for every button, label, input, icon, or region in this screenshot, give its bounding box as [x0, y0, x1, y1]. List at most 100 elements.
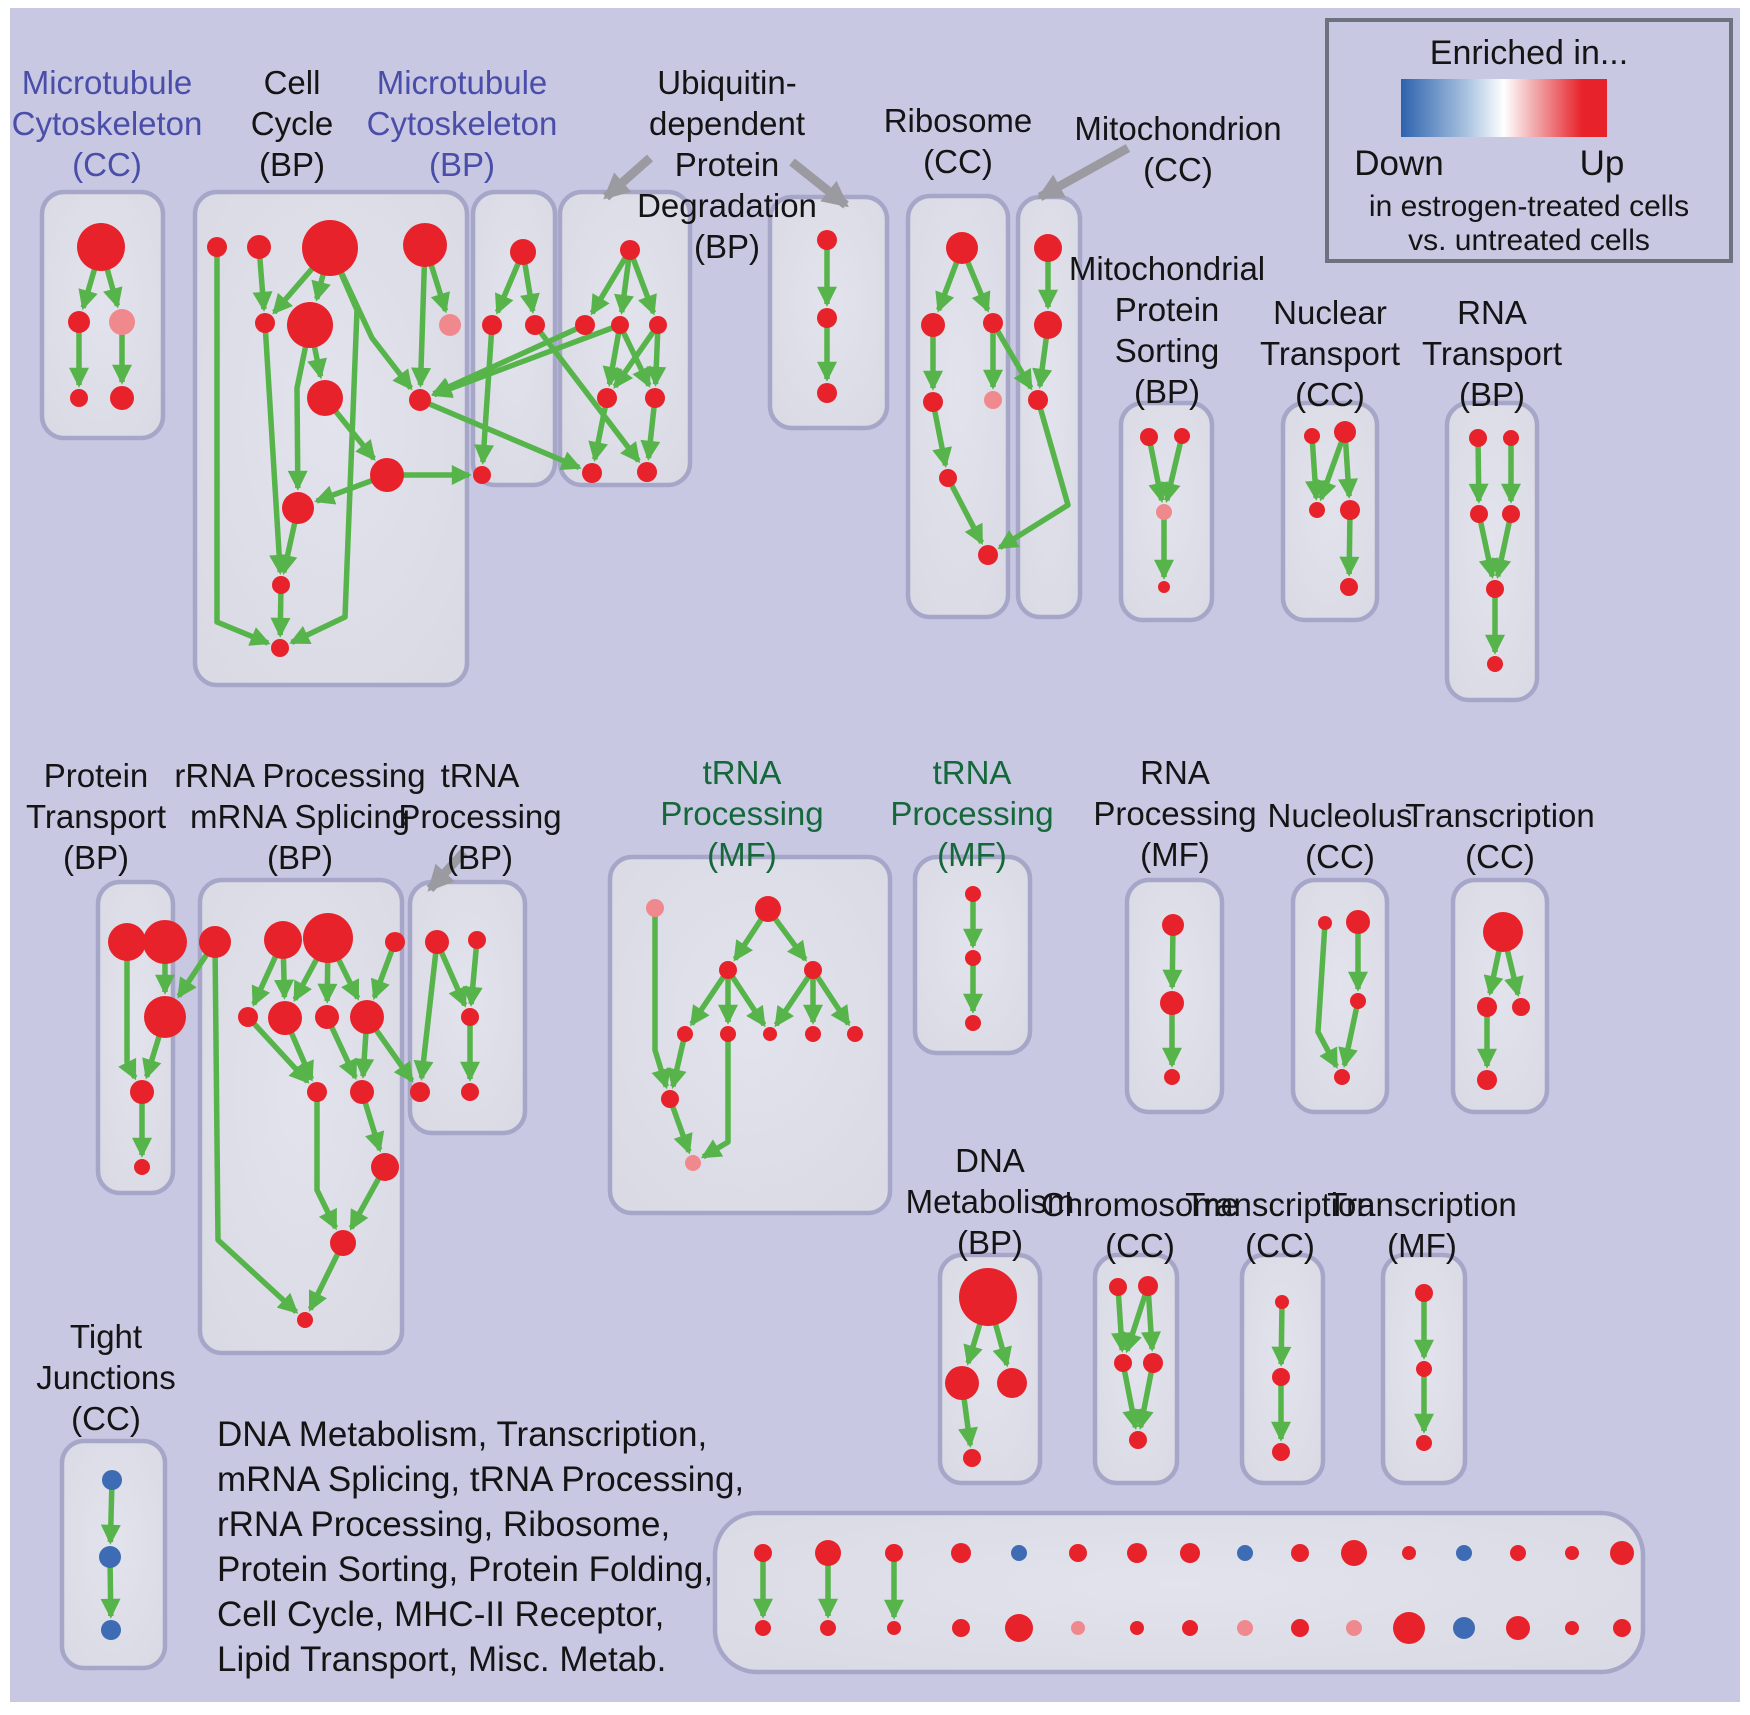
go-term-node-trna_bp-3 [410, 1082, 430, 1102]
relation-arrow [1305, 435, 1326, 501]
summary-node-bottom-0 [755, 1620, 771, 1636]
go-term-node-nucleolus-2 [1350, 993, 1366, 1009]
go-term-node-ribosome-4 [984, 391, 1002, 409]
go-term-node-nuclear_transport-3 [1340, 500, 1360, 520]
edges-layer [69, 240, 1524, 1620]
relation-arrow [773, 968, 816, 1028]
summary-node-top-9 [1291, 1544, 1309, 1562]
summary-node-top-7 [1180, 1543, 1200, 1563]
group-box-nuclear_transport [1280, 400, 1380, 623]
legend-up-label: Up [1579, 144, 1625, 183]
legend-down-label: Down [1354, 144, 1444, 183]
relation-arrow [602, 324, 623, 387]
go-term-node-mt_cc-0 [77, 223, 125, 271]
go-term-node-trna_bp-4 [461, 1083, 479, 1101]
go-term-node-mitochondrion-2 [1028, 390, 1048, 410]
go-term-node-mt_bp-3 [473, 466, 491, 484]
summary-node-top-5 [1069, 1544, 1087, 1562]
go-term-node-trna_mf1-7 [805, 1026, 821, 1042]
go-term-node-cell_cycle-9 [370, 458, 404, 492]
relation-arrow [1317, 431, 1348, 502]
go-term-node-ubiquitin1-0 [620, 240, 640, 260]
go-term-node-rrna-1 [264, 921, 302, 959]
go-term-node-ribosome-5 [939, 469, 957, 487]
relation-arrow [262, 322, 290, 575]
go-term-node-cell_cycle-3 [403, 223, 447, 267]
go-term-node-mt_cc-3 [70, 389, 88, 407]
relation-arrow [413, 941, 440, 1081]
go-term-node-trna_bp-2 [461, 1008, 479, 1026]
relation-arrow [1146, 436, 1169, 503]
relation-arrow [990, 321, 1034, 391]
go-term-node-protein_transport-4 [134, 1159, 150, 1175]
summary-node-top-10 [1341, 1540, 1367, 1566]
go-term-node-rrna-7 [350, 1000, 384, 1034]
go-term-node-nuclear_transport-1 [1334, 421, 1356, 443]
go-term-node-ubiquitin1-6 [582, 463, 602, 483]
label-pointer-arrow [603, 154, 653, 201]
go-term-node-protein_transport-3 [130, 1080, 154, 1104]
go-term-node-tight_junctions-1 [99, 1546, 121, 1568]
go-term-node-transcription_mf-0 [1415, 1284, 1433, 1302]
summary-node-top-0 [754, 1544, 772, 1562]
relation-arrow [646, 324, 667, 387]
go-term-node-transcription_cc_b-1 [1272, 1368, 1290, 1386]
go-term-node-mps-2 [1156, 504, 1172, 520]
go-term-node-nuclear_transport-4 [1340, 578, 1358, 596]
relation-arrow [700, 1034, 731, 1160]
go-term-node-tight_junctions-0 [102, 1470, 122, 1490]
go-term-node-mitochondrion-0 [1034, 234, 1062, 262]
summary-node-top-1 [815, 1540, 841, 1566]
go-term-node-rrna-4 [238, 1007, 258, 1027]
summary-node-top-3 [951, 1543, 971, 1563]
relation-arrow [945, 476, 984, 546]
legend-box: Enriched in... Down Up in estrogen-treat… [1325, 18, 1733, 263]
go-term-node-trna_mf1-4 [677, 1026, 693, 1042]
go-term-node-trna_mf1-3 [804, 961, 822, 979]
go-term-node-dna_metabolism-3 [963, 1449, 981, 1467]
relation-arrow [289, 246, 360, 645]
go-term-node-rna_transport-5 [1487, 656, 1503, 672]
go-term-node-cell_cycle-2 [302, 220, 358, 276]
relation-arrow [1120, 1362, 1143, 1430]
go-term-node-mt_cc-2 [109, 309, 135, 335]
relation-arrow [617, 323, 652, 388]
go-term-node-rna_transport-4 [1486, 580, 1504, 598]
relation-arrow [214, 247, 271, 646]
relation-arrow [651, 908, 671, 1090]
relation-arrow [411, 244, 432, 388]
relation-arrow [474, 324, 495, 465]
relation-arrow [589, 248, 633, 316]
go-term-node-cell_cycle-4 [255, 313, 275, 333]
summary-node-top-6 [1127, 1543, 1147, 1563]
go-term-node-chromosome-3 [1143, 1353, 1163, 1373]
go-term-node-transcription_cc_b-2 [1272, 1443, 1290, 1461]
go-term-node-nucleolus-1 [1346, 910, 1370, 934]
go-term-node-rrna-11 [330, 1230, 356, 1256]
relation-arrow [725, 968, 767, 1028]
go-term-node-rrna-2 [303, 913, 353, 963]
go-term-node-transcription_cc_a-2 [1512, 998, 1530, 1016]
relation-arrow [1491, 513, 1514, 580]
go-term-node-dna_metabolism-1 [945, 1366, 979, 1400]
go-term-node-cell_cycle-7 [307, 380, 343, 416]
legend-subtitle-line1: in estrogen-treated cells [1368, 190, 1690, 223]
go-term-node-ubiquitin1-7 [637, 462, 657, 482]
summary-node-bottom-8 [1237, 1620, 1253, 1636]
relation-arrow [1315, 922, 1339, 1069]
summary-node-bottom-3 [952, 1619, 970, 1637]
relation-arrow [930, 401, 952, 468]
summary-node-bottom-5 [1071, 1621, 1085, 1635]
relation-arrow [462, 939, 483, 1007]
relation-arrow [614, 249, 634, 315]
footnote-category-list: DNA Metabolism, Transcription, mRNA Spli… [217, 1415, 745, 1679]
summary-node-top-12 [1456, 1545, 1472, 1561]
go-term-node-cell_cycle-1 [247, 235, 271, 259]
go-term-node-rrna-5 [268, 1001, 302, 1035]
summary-node-top-2 [885, 1544, 903, 1562]
go-term-node-transcription_mf-2 [1416, 1435, 1432, 1451]
go-term-node-trna_bp-1 [468, 931, 486, 949]
go-term-node-ubiquitin1-5 [645, 388, 665, 408]
go-term-node-trna_mf1-10 [685, 1155, 701, 1171]
